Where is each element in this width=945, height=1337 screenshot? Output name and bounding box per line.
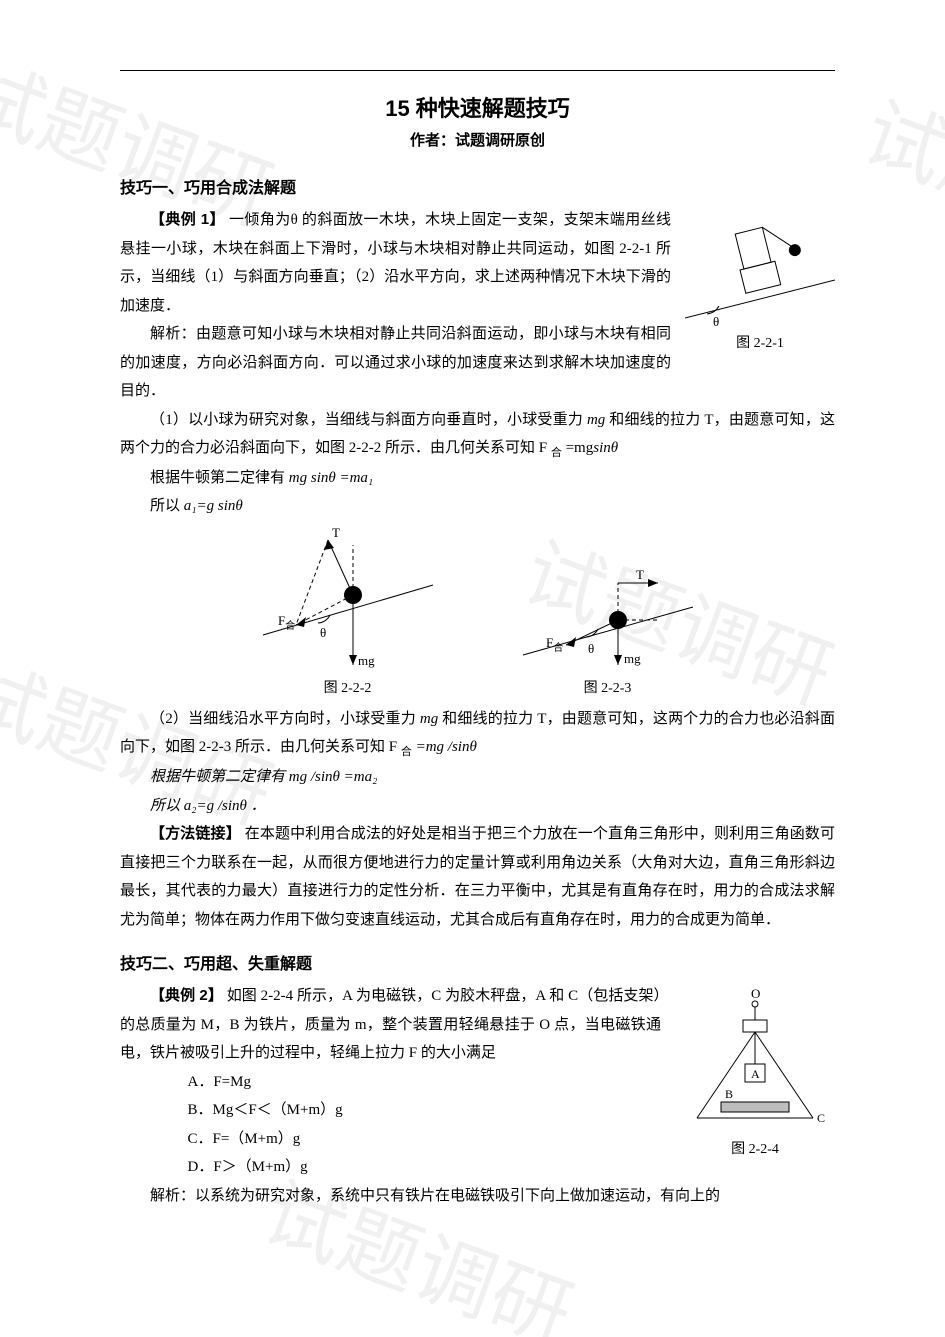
fig-2-2-1-caption: 图 2-2-1 [685,332,835,352]
sub-he-1: 合 [551,447,562,459]
figures-row: T mg F合 θ 图 2-2-2 [120,525,835,697]
page: 试题调研 试题调研 试题调研 试题调研 试题调研 15 种快速解题技巧 作者：试… [0,0,945,1337]
ana-p2a: （1）以小球为研究对象，当细线与斜面方向垂直时，小球受重力 [150,412,587,428]
method-label: 【方法链接】 [150,825,241,842]
figure-2-2-3: T mg F合 θ 图 2-2-3 [518,565,698,697]
eq4: 所以 a₂=g /sinθ ． [120,792,835,821]
sub-he-2: 合 [401,746,412,758]
figure-2-2-1: θ 图 2-2-1 [685,210,835,352]
fig2-theta: θ [320,625,326,640]
analysis-p3: （2）当细线沿水平方向时，小球受重力 mg 和细线的拉力 T，由题意可知，这两个… [120,705,835,763]
eq1a: 根据牛顿第二定律有 [150,470,289,486]
fig3-mg: mg [624,651,641,666]
example1-label: 【典例 1】 [150,211,225,228]
top-rule [120,70,835,71]
eq2c: sinθ [218,498,243,514]
fig3-T: T [636,567,644,582]
method-link: 【方法链接】 在本题中利用合成法的好处是相当于把三个力放在一个直角三角形中，则利… [120,820,835,934]
fig-2-2-2-caption: 图 2-2-2 [258,677,438,697]
figure-2-2-2: T mg F合 θ 图 2-2-2 [258,525,438,697]
author-line: 作者：试题调研原创 [120,129,835,150]
eq1b: mg [289,470,307,486]
fig4-A: A [751,1067,760,1081]
theta-label: θ [713,314,719,329]
p3a: （2）当细线沿水平方向时，小球受重力 [150,711,420,727]
content-area: 15 种快速解题技巧 作者：试题调研原创 技巧一、巧用合成法解题 θ [0,0,945,1250]
eq2: 所以 a₁=g sinθ [120,492,835,521]
eq2a: 所以 [150,498,184,514]
eq1c: sinθ =ma₁ [311,470,373,486]
analysis2: 解析：以系统为研究对象，系统中只有铁片在电磁铁吸引下向上做加速运动，有向上的 [120,1182,835,1211]
figure-2-2-4: O A B C 图 2-2-4 [675,986,835,1158]
fig2-F: F合 [278,613,295,632]
fig-2-2-3-svg: T mg F合 θ [518,565,698,675]
fig-2-2-3-caption: 图 2-2-3 [518,677,698,697]
section1-heading: 技巧一、巧用合成法解题 [120,174,835,198]
eq3: 根据牛顿第二定律有 mg /sinθ =ma₂ [120,763,835,792]
eq2b: a₁=g [184,498,214,514]
section2-heading: 技巧二、巧用超、失重解题 [120,950,835,974]
fig-2-2-4-svg: O A B C [675,986,835,1136]
fig3-theta: θ [588,641,594,656]
fig-2-2-2-svg: T mg F合 θ [258,525,438,675]
fig-2-2-4-caption: 图 2-2-4 [675,1138,835,1158]
fig3-F: F合 [546,635,563,654]
page-title: 15 种快速解题技巧 [120,91,835,123]
eq1: 根据牛顿第二定律有 mg sinθ =ma₁ [120,464,835,493]
example2-label: 【典例 2】 [150,987,223,1004]
fig4-O: O [751,986,760,1001]
fig2-mg: mg [358,653,375,668]
fig4-C: C [817,1111,825,1125]
ana-p2c: =mg [566,440,594,456]
fig4-B: B [725,1087,733,1101]
p3c: =mg /sinθ [416,739,477,755]
fig-2-2-1-svg: θ [685,210,835,330]
fig2-T: T [332,525,340,540]
analysis-p2: （1）以小球为研究对象，当细线与斜面方向垂直时，小球受重力 mg 和细线的拉力 … [120,406,835,464]
